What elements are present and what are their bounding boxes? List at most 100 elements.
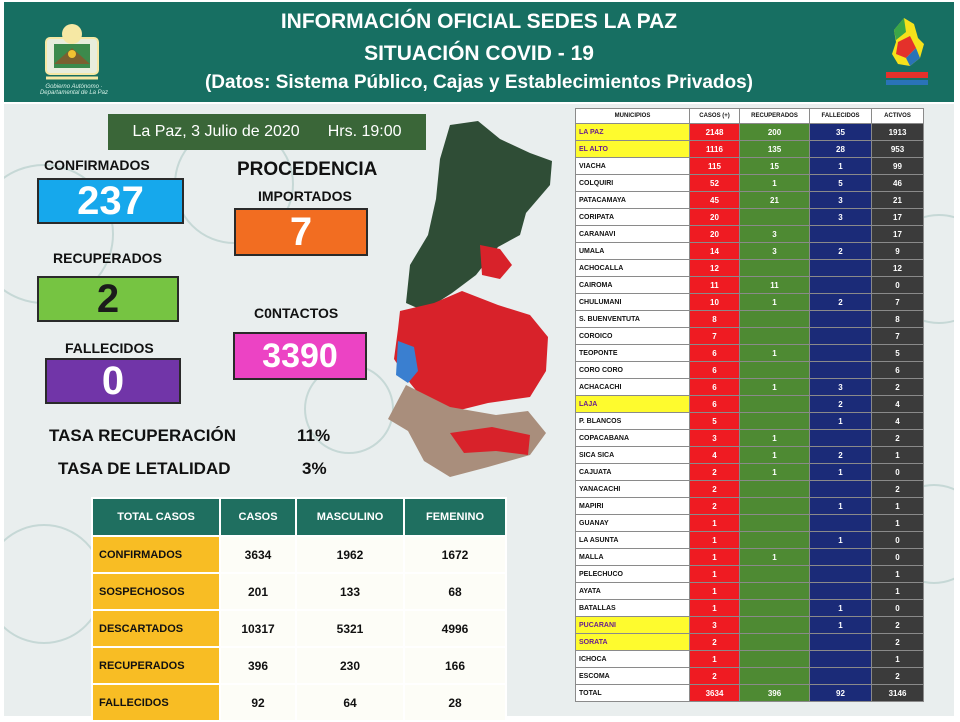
table-header: ACTIVOS [871, 108, 924, 124]
municipality-name: CORIPATA [575, 208, 690, 226]
table-row: EL ALTO 1116 135 28 953 [575, 140, 924, 158]
municipality-name: PUCARANI [575, 616, 690, 634]
table-row: RECUPERADOS 396 230 166 [91, 646, 507, 685]
procedencia-title: PROCEDENCIA [237, 159, 378, 180]
municipality-name: MAPIRI [575, 497, 690, 515]
casos-cell: 2148 [689, 123, 740, 141]
table-row: LA PAZ 2148 200 35 1913 [575, 123, 924, 141]
table-row: MAPIRI 2 1 1 [575, 497, 924, 515]
total-cases-table-body: CONFIRMADOS 3634 1962 1672 SOSPECHOSOS 201 133… [91, 535, 507, 722]
total-row: TOTAL 3634 396 92 3146 [575, 684, 924, 702]
activos-cell: 6 [871, 361, 924, 379]
report-date-box: La Paz, 3 Julio de 2020 Hrs. 19:00 [108, 114, 426, 150]
fallecidos-cell [809, 633, 872, 651]
header-banner: Gobierno Autónomo · Departamental de La … [4, 2, 954, 102]
fallecidos-cell: 2 [809, 293, 872, 311]
municipality-name: CARANAVI [575, 225, 690, 243]
casos-cell: 12 [689, 259, 740, 277]
casos-cell: 2 [689, 497, 740, 515]
tasa-recuperacion-label: TASA RECUPERACIÓN [49, 426, 237, 445]
table-header: MUNICIPIOS [575, 108, 690, 124]
recuperados-cell [739, 650, 810, 668]
table-row: PUCARANI 3 1 2 [575, 616, 924, 634]
recuperados-cell: 3 [739, 242, 810, 260]
table-row: LAJA 6 2 4 [575, 395, 924, 413]
activos-cell: 4 [871, 412, 924, 430]
recuperados-cell: 1 [739, 548, 810, 566]
recuperados-cell [739, 395, 810, 413]
recuperados-cell [739, 327, 810, 345]
table-row: TEOPONTE 6 1 5 [575, 344, 924, 362]
table-row: COLQUIRI 52 1 5 46 [575, 174, 924, 192]
recuperados-cell [739, 633, 810, 651]
recuperados-label: RECUPERADOS [53, 250, 162, 266]
municipality-name: VIACHA [575, 157, 690, 175]
table-row: SOSPECHOSOS 201 133 68 [91, 572, 507, 611]
recuperados-cell: 11 [739, 276, 810, 294]
fallecidos-cell [809, 429, 872, 447]
municipality-name: MALLA [575, 548, 690, 566]
tasa-recuperacion-value: 11% [297, 426, 331, 445]
municipality-name: COROICO [575, 327, 690, 345]
sedes-logo-icon [886, 18, 928, 85]
table-row: SORATA 2 2 [575, 633, 924, 651]
fallecidos-cell: 35 [809, 123, 872, 141]
table-header: CASOS (+) [689, 108, 740, 124]
municipality-name: ACHACACHI [575, 378, 690, 396]
table-row: CORO CORO 6 6 [575, 361, 924, 379]
municipality-name: UMALA [575, 242, 690, 260]
tasa-letalidad-value: 3% [302, 459, 327, 478]
fallecidos-cell [809, 310, 872, 328]
municipality-name: LA PAZ [575, 123, 690, 141]
activos-cell: 12 [871, 259, 924, 277]
recuperados-cell [739, 667, 810, 685]
activos-cell: 1913 [871, 123, 924, 141]
table-cell: 1672 [403, 535, 507, 574]
casos-cell: 20 [689, 225, 740, 243]
fallecidos-cell: 3 [809, 208, 872, 226]
table-cell: 68 [403, 572, 507, 611]
casos-cell: 1 [689, 548, 740, 566]
municipality-name: ACHOCALLA [575, 259, 690, 277]
casos-cell: 3 [689, 429, 740, 447]
recuperados-cell: 1 [739, 293, 810, 311]
casos-cell: 2 [689, 463, 740, 481]
activos-cell: 1 [871, 514, 924, 532]
casos-cell: 1116 [689, 140, 740, 158]
municipality-name: CAJUATA [575, 463, 690, 481]
row-label: CONFIRMADOS [91, 535, 221, 574]
table-row: UMALA 14 3 2 9 [575, 242, 924, 260]
table-cell: 230 [295, 646, 405, 685]
municipality-name: COLQUIRI [575, 174, 690, 192]
recuperados-cell [739, 531, 810, 549]
municipality-name: P. BLANCOS [575, 412, 690, 430]
report-date: La Paz, 3 Julio de 2020 [132, 123, 300, 140]
table-row: CORIPATA 20 3 17 [575, 208, 924, 226]
municipal-table-body: LA PAZ 2148 200 35 1913 EL ALTO 1116 135 28 953 VI… [575, 123, 924, 702]
fallecidos-cell: 1 [809, 599, 872, 617]
fallecidos-cell: 1 [809, 157, 872, 175]
activos-cell: 1 [871, 582, 924, 600]
table-row: COROICO 7 7 [575, 327, 924, 345]
recuperados-cell: 1 [739, 174, 810, 192]
fallecidos-cell: 2 [809, 446, 872, 464]
fallecidos-cell: 3 [809, 378, 872, 396]
table-header-row: TOTAL CASOS CASOS MASCULINO FEMENINO [91, 497, 507, 537]
table-row: S. BUENVENTUTA 8 8 [575, 310, 924, 328]
activos-cell: 1 [871, 650, 924, 668]
recuperados-cell [739, 259, 810, 277]
recuperados-cell: 21 [739, 191, 810, 209]
activos-cell: 1 [871, 446, 924, 464]
activos-cell: 0 [871, 531, 924, 549]
recuperados-cell: 1 [739, 463, 810, 481]
table-row: PATACAMAYA 45 21 3 21 [575, 191, 924, 209]
activos-cell: 2 [871, 667, 924, 685]
activos-cell: 0 [871, 276, 924, 294]
recuperados-cell [739, 497, 810, 515]
table-cell: 5321 [295, 609, 405, 648]
table-cell: 92 [219, 683, 297, 722]
activos-cell: 4 [871, 395, 924, 413]
recuperados-cell: 1 [739, 378, 810, 396]
table-row: ACHOCALLA 12 12 [575, 259, 924, 277]
casos-cell: 6 [689, 378, 740, 396]
